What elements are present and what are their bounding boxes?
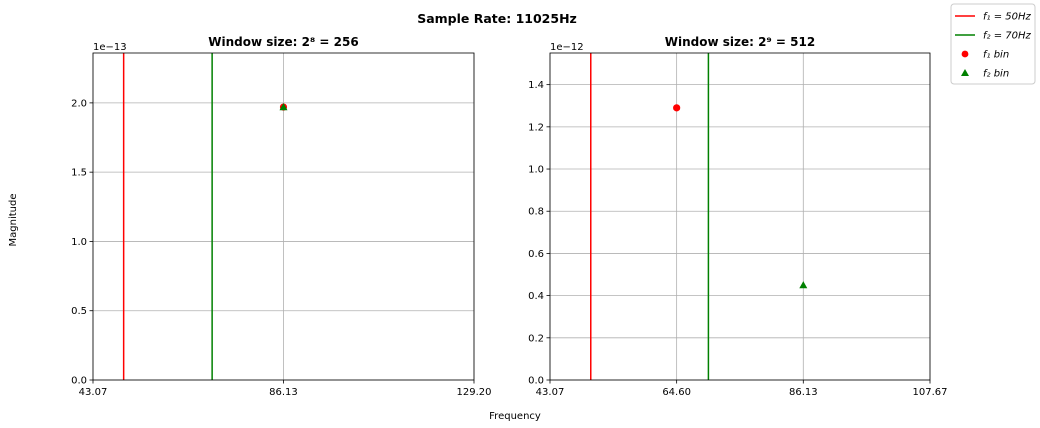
y-tick-label: 2.0	[71, 98, 87, 109]
legend-label: f₂ = 70Hz	[983, 31, 1032, 42]
y-tick-label: 0.0	[71, 376, 87, 387]
y-tick-label: 1.0	[71, 237, 87, 248]
y-tick-label: 1.4	[528, 80, 544, 91]
x-tick-label: 43.07	[79, 387, 108, 398]
x-tick-label: 43.07	[536, 387, 565, 398]
y-tick-label: 1.0	[528, 165, 544, 176]
legend-circle-swatch	[961, 50, 969, 58]
x-tick-label: 107.67	[913, 387, 948, 398]
legend-triangle-swatch	[961, 69, 969, 76]
axes-frame	[549, 52, 931, 381]
subplot-title: Window size: 2⁹ = 512	[665, 35, 815, 49]
legend: f₁ = 50Hz f₂ = 70Hz f₁ bin f₂ bin	[950, 3, 1036, 85]
f1-bin-point	[673, 104, 681, 112]
legend-frame	[950, 3, 1036, 85]
subplot-window-512: 0.0 0.2 0.4 0.6 0.8 1.0 1.2 1.4 43.07 64.60 86.13 1…	[528, 35, 947, 398]
y-tick-label: 0.2	[528, 333, 544, 344]
figure-ylabel: Magnitude	[8, 194, 19, 247]
legend-label: f₂ bin	[983, 69, 1009, 80]
x-tick-label: 129.20	[457, 387, 492, 398]
y-tick-label: 0.5	[71, 306, 87, 317]
y-scale-label: 1e−13	[93, 42, 127, 53]
y-scale-label: 1e−12	[550, 42, 584, 53]
x-tick-label: 86.13	[789, 387, 818, 398]
figure-suptitle: Sample Rate: 11025Hz	[417, 11, 577, 26]
subplot-title: Window size: 2⁸ = 256	[208, 35, 358, 49]
y-tick-label: 0.0	[528, 376, 544, 387]
legend-label: f₁ bin	[983, 50, 1009, 61]
y-tick-label: 0.4	[528, 291, 544, 302]
y-tick-label: 0.8	[528, 207, 544, 218]
y-tick-label: 1.2	[528, 122, 544, 133]
f2-bin-point	[799, 281, 808, 289]
figure-xlabel: Frequency	[489, 411, 541, 422]
y-tick-label: 1.5	[71, 168, 87, 179]
legend-label: f₁ = 50Hz	[983, 12, 1032, 23]
subplot-window-256: 0.0 0.5 1.0 1.5 2.0 43.07 86.13 129.20 1e−13 Wind…	[71, 35, 491, 398]
f2-bin-point	[279, 103, 288, 111]
x-tick-label: 64.60	[662, 387, 691, 398]
y-tick-label: 0.6	[528, 249, 544, 260]
x-tick-label: 86.13	[269, 387, 298, 398]
